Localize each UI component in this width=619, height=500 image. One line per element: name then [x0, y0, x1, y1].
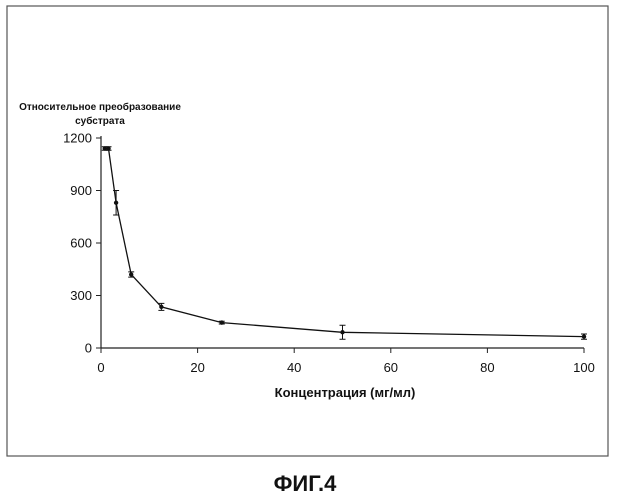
x-tick-label: 60 [384, 360, 398, 375]
data-point [220, 320, 224, 324]
x-tick-label: 80 [480, 360, 494, 375]
y-tick-label: 900 [70, 183, 92, 198]
y-ticks: 0 300 600 900 1200 [63, 131, 101, 356]
x-tick-label: 20 [190, 360, 204, 375]
figure-caption: ФИГ.4 [274, 471, 337, 496]
x-tick-label: 0 [97, 360, 104, 375]
y-axis-label-line-2: субстрата [75, 115, 125, 127]
y-tick-label: 600 [70, 236, 92, 251]
data-point [159, 305, 163, 309]
x-ticks: 0 20 40 60 80 100 [97, 348, 594, 375]
y-axis-label-line-1: Относительное преобразование [19, 101, 181, 113]
y-tick-label: 1200 [63, 131, 92, 146]
x-tick-label: 100 [573, 360, 595, 375]
x-tick-label: 40 [287, 360, 301, 375]
data-point [582, 334, 586, 338]
plot-area [102, 146, 587, 339]
series-line [105, 149, 584, 337]
data-point [129, 272, 133, 276]
data-point [340, 330, 344, 334]
y-axis-label: Относительное преобразование субстрата [19, 101, 181, 127]
data-point [114, 201, 118, 205]
data-point [106, 146, 110, 150]
y-tick-label: 300 [70, 288, 92, 303]
axes [101, 136, 584, 348]
y-tick-label: 0 [85, 341, 92, 356]
x-axis-label: Концентрация (мг/мл) [275, 385, 416, 400]
